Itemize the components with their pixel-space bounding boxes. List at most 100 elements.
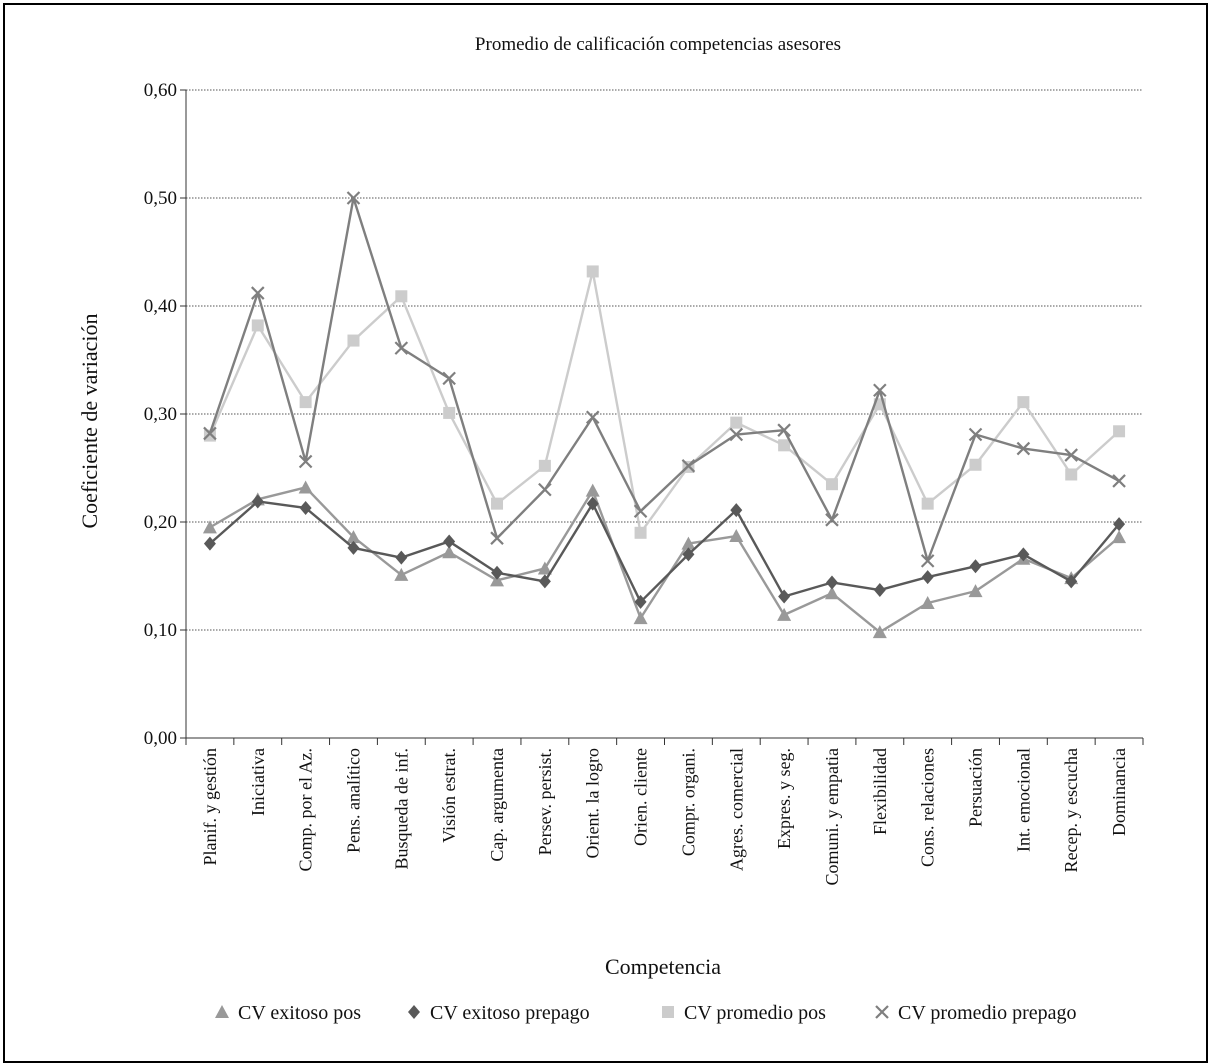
data-point: [203, 429, 216, 442]
data-point: [730, 416, 743, 429]
y-tick-label: 0,20: [144, 512, 177, 533]
y-tick-label: 0,60: [144, 80, 177, 101]
data-point: [395, 290, 408, 303]
data-point: [920, 596, 935, 609]
x-marker-stroke: [875, 1005, 889, 1019]
x-tick-labels: Planif. y gestión Iniciativa Comp. por el …: [200, 748, 1129, 885]
x-tick-label: Visión estrat.: [439, 748, 459, 843]
data-point: [873, 583, 886, 598]
data-point: [825, 513, 839, 527]
data-point: [299, 396, 312, 409]
series-2: [203, 494, 1126, 609]
data-point: [491, 565, 504, 580]
y-tick-label: 0,30: [144, 404, 177, 425]
data-point: [730, 503, 743, 518]
x-marker-stroke: [346, 191, 361, 205]
y-tick-label: 0,10: [144, 620, 177, 641]
y-tick-label: 0,00: [144, 728, 177, 749]
data-point: [633, 504, 648, 518]
data-point: [250, 286, 265, 300]
data-point: [491, 497, 504, 510]
legend-label: CV promedio pos: [684, 1002, 826, 1024]
legend-marker: [662, 1006, 674, 1018]
data-point: [969, 458, 982, 471]
data-point: [395, 550, 408, 565]
legend-label: CV promedio prepago: [898, 1002, 1077, 1024]
data-point: [490, 531, 504, 545]
data-point: [586, 265, 599, 278]
series-1: [202, 480, 1127, 639]
x-tick-label: Orien. cliente: [631, 748, 651, 846]
data-point: [251, 319, 264, 332]
data-point: [1113, 425, 1126, 438]
data-point: [872, 625, 887, 639]
data-point: [824, 586, 839, 600]
data-point: [538, 459, 551, 472]
legend: CV exitoso pos CV exitoso prepago CV prome…: [215, 1002, 1077, 1024]
data-point: [251, 494, 264, 509]
data-point: [777, 423, 791, 437]
x-tick-label: Persuación: [966, 748, 986, 827]
x-marker-stroke: [298, 454, 313, 469]
data-point: [921, 570, 934, 585]
data-point: [969, 559, 982, 574]
x-tick-label: Comp. por el Az.: [296, 748, 316, 872]
data-point: [442, 371, 456, 386]
x-marker-stroke: [1016, 441, 1031, 456]
legend-item: CV exitoso prepago: [408, 1002, 590, 1024]
x-tick-label: Int. emocional: [1013, 748, 1033, 852]
data-point: [585, 483, 600, 497]
x-marker-stroke: [394, 341, 409, 355]
x-marker-stroke: [968, 427, 983, 442]
x-tick-label: Compr. organi.: [678, 748, 698, 856]
x-tick-label: Cap. argumenta: [487, 748, 507, 862]
chart-title: Promedio de calificación competencias as…: [475, 34, 841, 55]
legend-item: CV promedio prepago: [875, 1002, 1077, 1024]
data-point: [920, 554, 935, 568]
data-point: [778, 589, 791, 604]
data-point: [298, 480, 313, 494]
data-point: [778, 439, 791, 452]
data-point: [1016, 441, 1031, 456]
series-4: [203, 191, 1126, 568]
series-line: [209, 486, 1120, 634]
x-tick-label: Persev. persist.: [535, 748, 555, 855]
data-point: [347, 540, 360, 555]
x-tick-label: Agres. comercial: [726, 748, 746, 871]
series-line: [208, 196, 1120, 563]
data-point: [586, 496, 599, 511]
x-marker-stroke: [250, 286, 265, 300]
data-point: [202, 520, 217, 534]
y-tick-labels: 0,00 0,10 0,20 0,30 0,40 0,50 0,60: [144, 80, 177, 749]
data-point: [443, 406, 456, 419]
x-marker-stroke: [729, 427, 744, 442]
data-point: [490, 573, 505, 587]
x-marker-stroke: [1064, 448, 1079, 462]
x-marker-stroke: [825, 513, 839, 527]
series-line: [208, 270, 1120, 534]
x-tick-label: Busqueda de inf.: [391, 748, 411, 869]
x-marker-stroke: [442, 371, 456, 386]
data-point: [298, 454, 313, 469]
data-point: [729, 427, 744, 442]
y-tick-label: 0,40: [144, 296, 177, 317]
x-tick-label: Cons. relaciones: [918, 748, 938, 867]
data-point: [968, 427, 983, 442]
x-marker-stroke: [203, 426, 217, 441]
legend-marker: [875, 1005, 889, 1019]
data-point: [538, 482, 552, 497]
data-point: [873, 383, 887, 398]
x-marker-stroke: [633, 504, 648, 518]
data-point: [1065, 574, 1078, 589]
data-point: [346, 191, 361, 205]
data-point: [1065, 468, 1078, 481]
legend-marker: [408, 1005, 420, 1019]
data-point: [203, 536, 216, 551]
data-point: [825, 478, 838, 491]
data-point: [1017, 547, 1030, 562]
x-tick-label: Orient. la logro: [583, 748, 603, 858]
series-3: [203, 265, 1126, 539]
x-tick-label: Flexibilidad: [870, 748, 890, 835]
data-point: [1064, 448, 1079, 462]
legend-label: CV exitoso prepago: [430, 1002, 590, 1024]
